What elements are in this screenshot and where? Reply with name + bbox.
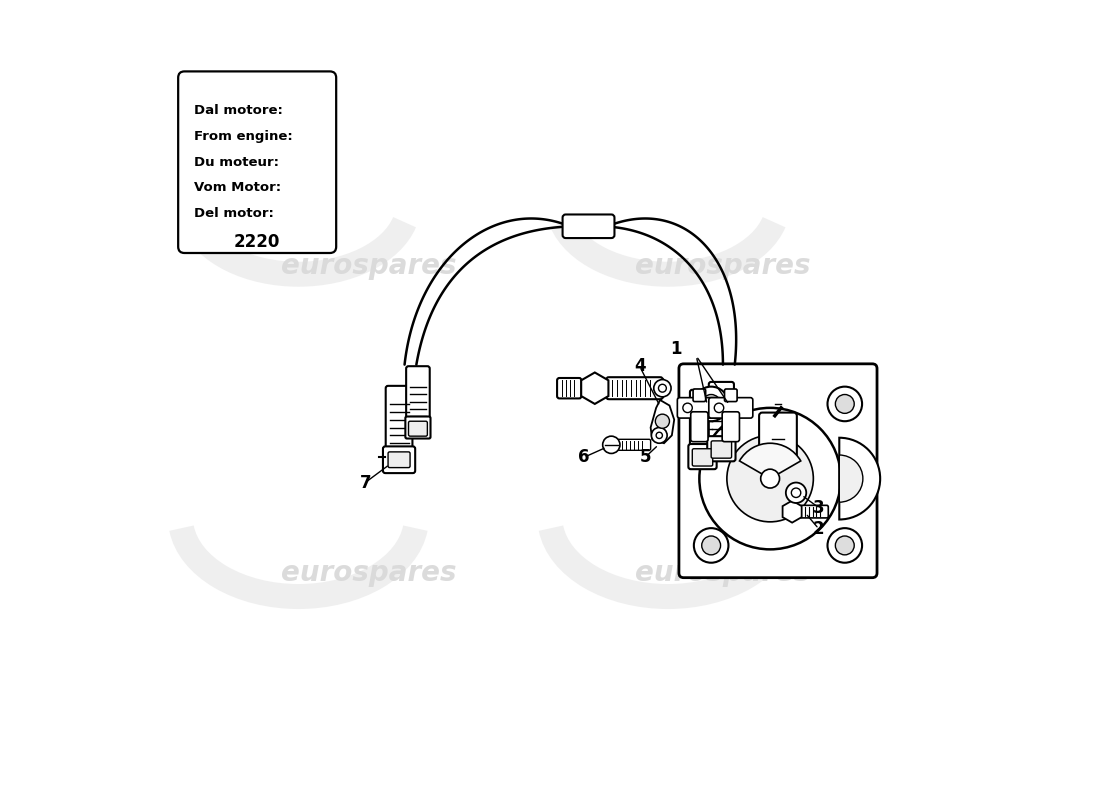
Circle shape (785, 482, 806, 503)
FancyBboxPatch shape (708, 398, 752, 418)
Text: Vom Motor:: Vom Motor: (194, 182, 280, 194)
FancyBboxPatch shape (689, 444, 717, 469)
Text: Dal motore:: Dal motore: (194, 104, 283, 117)
FancyBboxPatch shape (388, 452, 410, 468)
Text: 4: 4 (634, 357, 646, 375)
Circle shape (700, 408, 840, 550)
FancyBboxPatch shape (707, 436, 736, 462)
Text: eurospares: eurospares (635, 559, 811, 587)
Text: Du moteur:: Du moteur: (194, 155, 279, 169)
Text: eurospares: eurospares (635, 252, 811, 280)
FancyBboxPatch shape (562, 214, 615, 238)
Wedge shape (739, 443, 801, 478)
Text: 1: 1 (670, 340, 682, 358)
Circle shape (702, 536, 721, 555)
Circle shape (656, 432, 662, 438)
Circle shape (714, 403, 724, 413)
Circle shape (603, 436, 620, 454)
Text: 3: 3 (813, 498, 825, 517)
Text: 7: 7 (360, 474, 371, 491)
Text: Del motor:: Del motor: (194, 207, 274, 221)
FancyBboxPatch shape (679, 364, 877, 578)
Circle shape (835, 536, 855, 555)
Text: 2: 2 (813, 520, 825, 538)
FancyBboxPatch shape (178, 71, 337, 253)
Circle shape (761, 469, 780, 488)
FancyBboxPatch shape (800, 506, 828, 518)
Circle shape (651, 427, 667, 443)
Text: 6: 6 (579, 448, 590, 466)
FancyBboxPatch shape (692, 449, 713, 466)
Circle shape (827, 386, 862, 422)
Text: eurospares: eurospares (282, 252, 456, 280)
FancyBboxPatch shape (759, 413, 796, 462)
FancyBboxPatch shape (690, 390, 715, 450)
FancyBboxPatch shape (712, 441, 732, 458)
Text: 2220: 2220 (234, 234, 280, 251)
FancyBboxPatch shape (383, 446, 415, 473)
Text: eurospares: eurospares (282, 559, 456, 587)
FancyBboxPatch shape (617, 439, 650, 450)
Circle shape (827, 528, 862, 562)
FancyBboxPatch shape (723, 412, 739, 442)
Circle shape (683, 403, 692, 413)
Circle shape (656, 414, 670, 428)
FancyBboxPatch shape (408, 422, 428, 436)
FancyBboxPatch shape (557, 378, 582, 398)
Polygon shape (782, 501, 802, 522)
Text: From engine:: From engine: (194, 130, 293, 142)
Polygon shape (581, 373, 608, 404)
FancyBboxPatch shape (406, 366, 430, 422)
Circle shape (653, 379, 671, 397)
Circle shape (835, 394, 855, 414)
Text: 5: 5 (640, 448, 651, 466)
Polygon shape (650, 400, 674, 443)
FancyBboxPatch shape (406, 417, 430, 438)
FancyBboxPatch shape (693, 389, 706, 402)
FancyBboxPatch shape (678, 398, 722, 418)
FancyBboxPatch shape (386, 386, 412, 450)
FancyBboxPatch shape (725, 389, 737, 402)
Wedge shape (839, 438, 880, 519)
Circle shape (694, 528, 728, 562)
FancyBboxPatch shape (606, 378, 663, 399)
Circle shape (694, 386, 728, 422)
Circle shape (791, 488, 801, 498)
Circle shape (659, 384, 667, 392)
FancyBboxPatch shape (691, 412, 708, 442)
Circle shape (702, 394, 721, 414)
Wedge shape (839, 455, 862, 502)
Circle shape (727, 435, 813, 522)
FancyBboxPatch shape (708, 382, 734, 442)
